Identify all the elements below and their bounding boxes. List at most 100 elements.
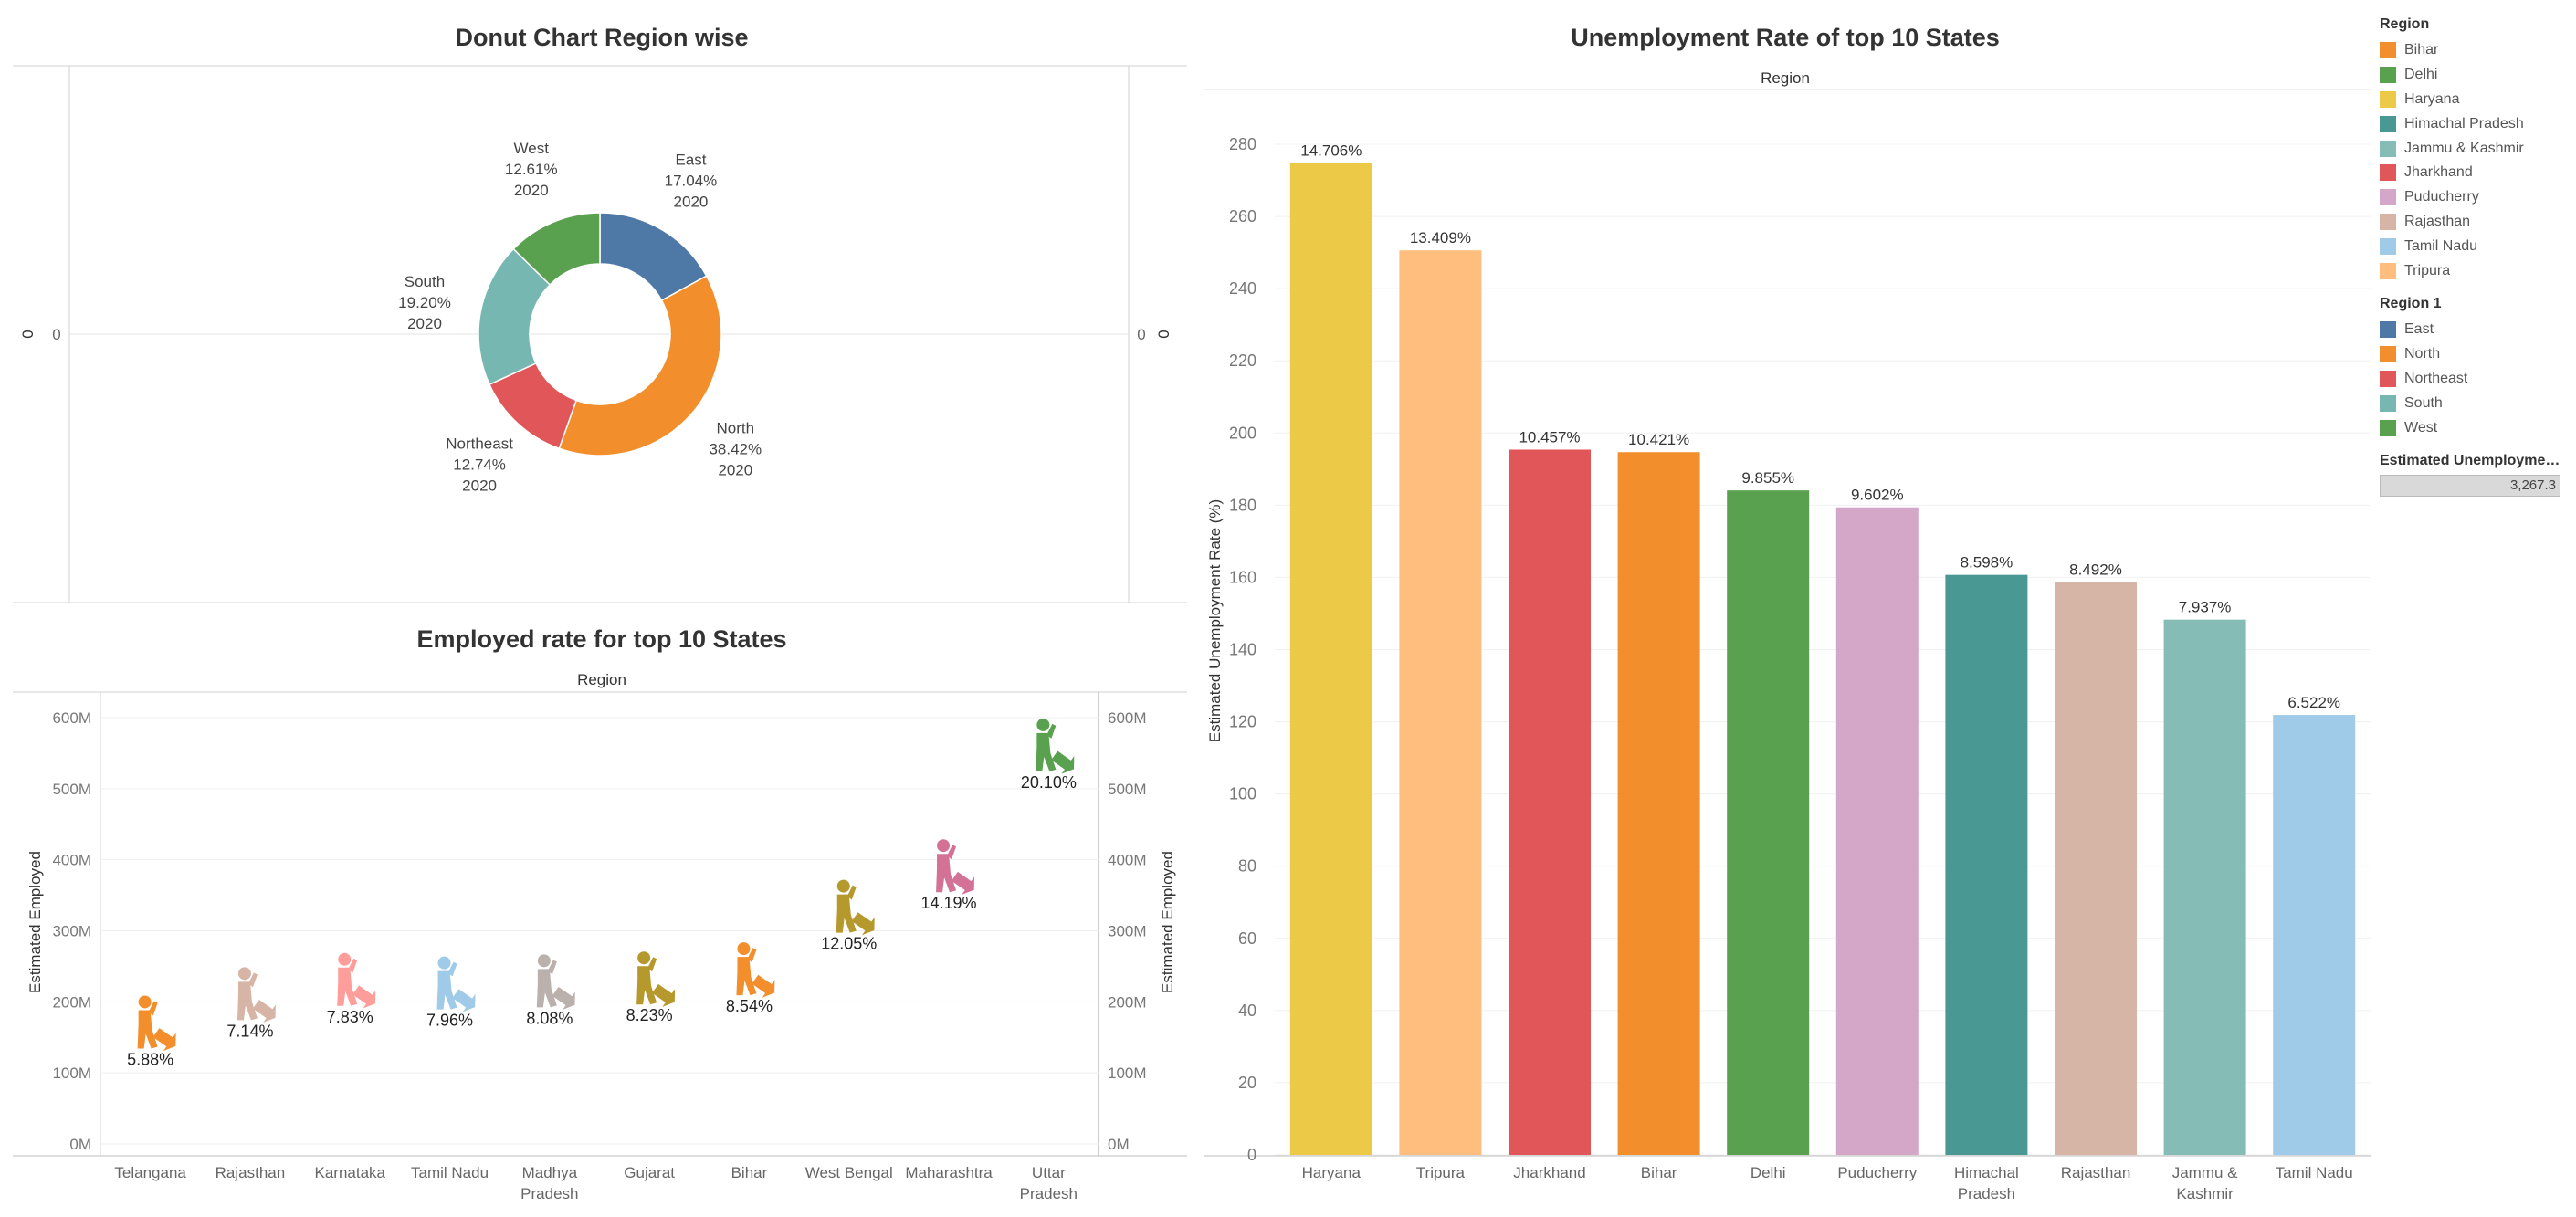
donut-slice-label: East 17.04% 2020 — [665, 151, 718, 210]
employed-person-icon[interactable] — [436, 956, 482, 1016]
legend-swatch — [2380, 189, 2396, 206]
unemp-xtick-label: Haryana — [1302, 1164, 1362, 1181]
donut-right-tick: 0 — [1137, 326, 1145, 343]
person-head — [237, 967, 251, 981]
donut-slice-label: West 12.61% 2020 — [505, 140, 558, 199]
size-legend-bar: 3,267.3 — [2380, 474, 2560, 497]
donut-label-line: 2020 — [718, 462, 752, 479]
legend-label: Delhi — [2404, 67, 2438, 83]
donut-label-line: West — [514, 140, 550, 157]
unemp-bar[interactable] — [1945, 574, 2028, 1155]
employed-person-icon[interactable] — [736, 942, 781, 1002]
unemp-xtick-label: Rajasthan — [2061, 1164, 2131, 1181]
region1-legend-item[interactable]: East — [2380, 318, 2571, 342]
employed-xtick-label: Tamil Nadu — [411, 1164, 489, 1181]
legend-swatch — [2380, 394, 2396, 412]
unemp-bar[interactable] — [1835, 507, 1919, 1155]
person-body — [936, 854, 957, 893]
person-arrow — [752, 974, 775, 998]
person-arm — [547, 960, 557, 975]
employed-person-icon[interactable] — [137, 995, 183, 1054]
person-head — [937, 839, 951, 853]
employed-person-icon[interactable] — [536, 954, 582, 1013]
region-legend-item[interactable]: Delhi — [2380, 63, 2571, 88]
employed-chart: 0M 0M 100M 100M 200M 200M 300M 300M 400M 400M 500M… — [13, 691, 1187, 1202]
region-legend-item[interactable]: Jammu & Kashmir — [2380, 136, 2571, 161]
employed-data-label: 20.10% — [1021, 773, 1077, 792]
donut-slice-west[interactable] — [512, 212, 601, 286]
unemp-ytick: 20 — [1238, 1074, 1256, 1092]
region1-legend-item[interactable]: Northeast — [2380, 367, 2571, 392]
unemp-bar[interactable] — [2163, 619, 2246, 1155]
region1-legend-item[interactable]: South — [2380, 391, 2571, 415]
employed-region-header: Region — [577, 671, 626, 688]
legend-label: Haryana — [2404, 90, 2460, 107]
unemp-bar[interactable] — [1289, 163, 1372, 1155]
employed-ytick-right: 100M — [1108, 1065, 1147, 1082]
person-head — [537, 954, 551, 968]
unemp-ytick: 140 — [1229, 641, 1256, 659]
legend-label: Himachal Pradesh — [2404, 115, 2524, 131]
donut-slice-north[interactable] — [558, 275, 722, 456]
legend-label: Puducherry — [2404, 189, 2479, 205]
unemp-ytick: 40 — [1238, 1002, 1256, 1020]
legend-label: West — [2404, 419, 2438, 435]
unemp-ytick: 60 — [1238, 929, 1256, 948]
unemp-bar[interactable] — [1509, 449, 1591, 1155]
unemp-bar[interactable] — [1399, 250, 1482, 1155]
unemp-xtick-label: Jharkhand — [1513, 1164, 1585, 1181]
unemp-bar[interactable] — [1617, 452, 1700, 1156]
region-legend-item[interactable]: Jharkhand — [2380, 161, 2571, 185]
region-legend-item[interactable]: Tamil Nadu — [2380, 234, 2571, 258]
employed-data-label: 8.54% — [726, 997, 773, 1015]
unemployment-chart-title: Unemployment Rate of top 10 States — [1571, 24, 2000, 51]
region1-legend-item[interactable]: North — [2380, 342, 2571, 367]
person-arrow — [252, 999, 276, 1023]
employed-person-icon[interactable] — [936, 839, 981, 898]
region-legend-item[interactable]: Rajasthan — [2380, 210, 2571, 235]
region-legend-item[interactable]: Haryana — [2380, 88, 2571, 112]
legend-label: Tripura — [2404, 262, 2451, 278]
employed-data-label: 12.05% — [821, 935, 877, 953]
person-arrow — [851, 912, 875, 936]
donut-label-line: East — [675, 151, 706, 168]
person-body — [237, 981, 258, 1021]
employed-person-icon[interactable] — [836, 879, 881, 939]
unemp-ytick: 200 — [1229, 424, 1256, 442]
person-body — [1036, 732, 1057, 771]
unemp-bar[interactable] — [2055, 582, 2137, 1155]
person-body — [536, 969, 557, 1008]
region-legend-item[interactable]: Bihar — [2380, 38, 2571, 63]
employed-person-icon[interactable] — [1036, 718, 1080, 778]
person-head — [338, 952, 352, 966]
region1-legend-item[interactable]: West — [2380, 415, 2571, 440]
legend-swatch — [2380, 237, 2396, 255]
region-legend-item[interactable]: Puducherry — [2380, 185, 2571, 210]
employed-ytick-right: 200M — [1108, 993, 1147, 1011]
unemployment-region-header: Region — [1761, 69, 1810, 87]
employed-xtick-label: Madhya — [522, 1164, 578, 1181]
employed-ytick-left: 500M — [52, 781, 91, 798]
person-arrow — [552, 986, 575, 1011]
unemp-bar[interactable] — [1727, 490, 1810, 1155]
person-head — [836, 879, 850, 893]
employed-data-label: 8.08% — [526, 1009, 573, 1027]
legend-label: Northeast — [2404, 370, 2468, 386]
unemp-bar[interactable] — [2273, 715, 2356, 1155]
donut-label-line: 17.04% — [665, 172, 718, 189]
region-legend-item[interactable]: Tripura — [2380, 258, 2571, 283]
person-body — [436, 970, 457, 1010]
unemp-data-label: 6.522% — [2287, 694, 2340, 711]
employed-person-icon[interactable] — [237, 967, 282, 1026]
donut-chart-title: Donut Chart Region wise — [455, 24, 749, 51]
legend-swatch — [2380, 90, 2396, 108]
donut-label-line: 2020 — [514, 182, 549, 199]
person-arm — [846, 885, 857, 900]
employed-person-icon[interactable] — [337, 952, 382, 1012]
person-arm — [1046, 723, 1057, 739]
employed-ytick-right: 500M — [1108, 781, 1147, 798]
employed-xtick-label: Uttar — [1032, 1164, 1066, 1181]
donut-label-line: North — [717, 420, 755, 437]
employed-person-icon[interactable] — [636, 951, 681, 1011]
region-legend-item[interactable]: Himachal Pradesh — [2380, 111, 2571, 136]
